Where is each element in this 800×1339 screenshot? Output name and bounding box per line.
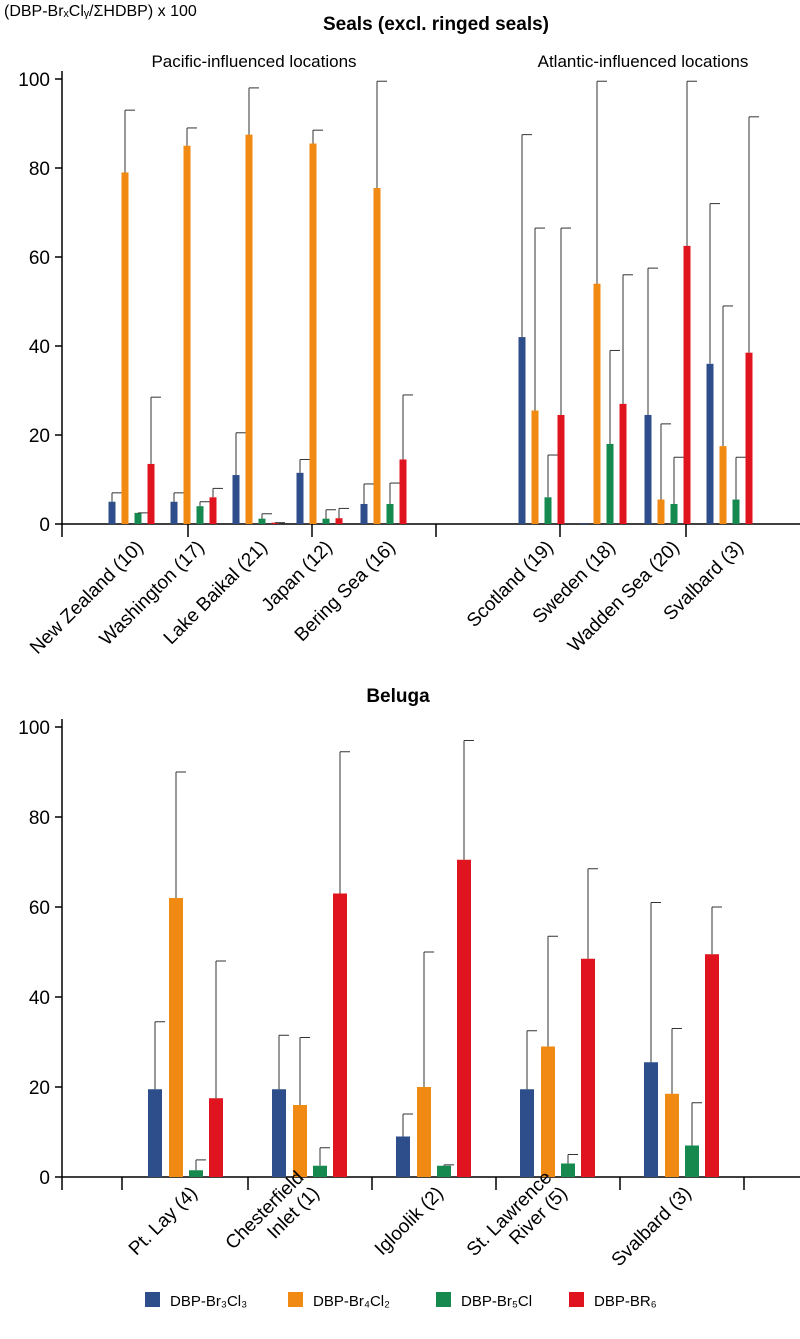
bar — [335, 518, 343, 524]
bar — [544, 497, 552, 524]
bar — [209, 497, 217, 524]
y-tick-label: 100 — [18, 70, 50, 91]
legend-swatch — [436, 1292, 451, 1307]
bar — [685, 1145, 699, 1177]
y-tick-label: 0 — [39, 515, 50, 536]
bar — [520, 1089, 534, 1177]
bar — [121, 172, 129, 524]
bar — [386, 503, 394, 524]
chart-title-seals: Seals (excl. ringed seals) — [323, 14, 549, 35]
legend-swatch — [569, 1292, 584, 1307]
bar — [745, 352, 753, 524]
bar — [399, 459, 407, 524]
x-tick-label: Svalbard (3) — [608, 1183, 696, 1271]
seals-plot: 0 20 40 60 80 100 New Zealand (10)Washington (… — [18, 70, 800, 659]
bar — [619, 403, 627, 524]
y-tick-label: 20 — [29, 1078, 50, 1099]
bar — [293, 1105, 307, 1177]
y-tick-label: 20 — [29, 426, 50, 447]
bar — [518, 337, 526, 524]
bar — [272, 1089, 286, 1177]
y-tick-label: 60 — [29, 898, 50, 919]
legend-swatch — [288, 1292, 303, 1307]
x-tick-label: ChesterfieldInlet (1) — [222, 1167, 324, 1269]
bar — [296, 472, 304, 524]
bar — [580, 523, 588, 524]
bar — [670, 503, 678, 524]
bar — [561, 1163, 575, 1177]
legend-swatch — [145, 1292, 160, 1307]
bar — [134, 512, 142, 524]
bar — [705, 954, 719, 1177]
bar — [719, 446, 727, 524]
bar — [333, 893, 347, 1177]
bar — [271, 522, 279, 524]
beluga-plot: 0 20 40 60 80 100 Pt. Lay (4) ChesterfieldInlet… — [18, 718, 800, 1276]
x-tick-label: Wadden Sea (20) — [564, 537, 684, 657]
y-tick-label: 80 — [29, 808, 50, 829]
x-tick-label: St. LawrenceRiver (5) — [463, 1167, 572, 1276]
y-tick-label: 0 — [39, 1168, 50, 1189]
bar — [683, 245, 691, 524]
x-tick-label: New Zealand (10) — [26, 537, 148, 659]
bar — [606, 443, 614, 524]
x-tick-label: Igloolik (2) — [371, 1183, 448, 1260]
legend-label: DBP-BR₆ — [594, 1293, 657, 1310]
y-tick-label: 80 — [29, 159, 50, 180]
bar — [644, 414, 652, 524]
bar — [232, 475, 240, 524]
y-tick-label: 60 — [29, 248, 50, 269]
bar — [147, 463, 155, 524]
bar — [593, 283, 601, 524]
bar — [313, 1165, 327, 1177]
legend-label: DBP-Br₅Cl — [461, 1293, 532, 1310]
bar — [209, 1098, 223, 1177]
group-label-pacific: Pacific-influenced locations — [151, 52, 356, 71]
y-tick-label: 40 — [29, 337, 50, 358]
legend: DBP-Br₃Cl₃ DBP-Br₄Cl₂ DBP-Br₅Cl DBP-BR₆ — [145, 1292, 657, 1310]
bar — [417, 1087, 431, 1177]
x-tick-label: Pt. Lay (4) — [125, 1183, 202, 1260]
bar — [437, 1165, 451, 1177]
bar — [732, 499, 740, 524]
bar — [373, 188, 381, 524]
bar — [657, 499, 665, 524]
bar — [148, 1089, 162, 1177]
bar — [581, 958, 595, 1177]
bar — [196, 506, 204, 524]
bar — [557, 414, 565, 524]
bar — [541, 1046, 555, 1177]
y-axis-label: (DBP-BrₓClᵧ/ΣHDBP) x 100 — [4, 3, 197, 20]
bar — [706, 363, 714, 524]
bar — [531, 410, 539, 524]
bar — [189, 1170, 203, 1177]
bar — [258, 518, 266, 524]
bar — [457, 859, 471, 1177]
bar — [108, 501, 116, 524]
y-tick-label: 100 — [18, 718, 50, 739]
y-tick-label: 40 — [29, 988, 50, 1009]
bar — [360, 503, 368, 524]
bar — [245, 134, 253, 524]
bar — [665, 1093, 679, 1177]
legend-label: DBP-Br₃Cl₃ — [170, 1293, 247, 1310]
bar — [170, 501, 178, 524]
bar — [309, 143, 317, 524]
bar — [644, 1062, 658, 1177]
bar — [322, 518, 330, 524]
legend-label: DBP-Br₄Cl₂ — [313, 1293, 390, 1310]
group-label-atlantic: Atlantic-influenced locations — [538, 52, 749, 71]
x-tick-label: Washington (17) — [96, 537, 209, 650]
bar — [169, 898, 183, 1177]
bar — [183, 145, 191, 524]
bar — [396, 1136, 410, 1177]
chart-title-beluga: Beluga — [366, 686, 430, 707]
